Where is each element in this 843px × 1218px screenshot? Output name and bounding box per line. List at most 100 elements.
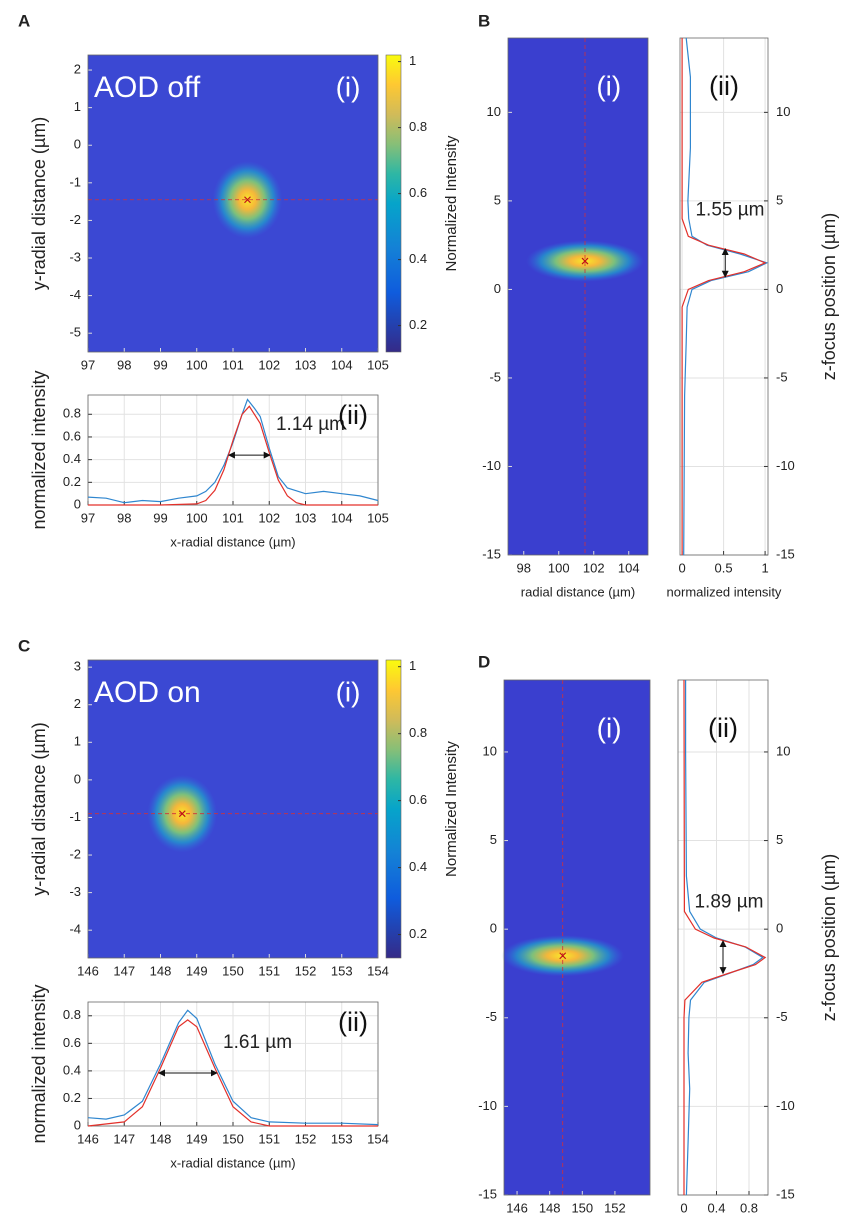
y-tick-label: 1 <box>74 734 81 749</box>
x-tick-label: 0 <box>678 560 685 575</box>
y-tick-label: 0.8 <box>63 1007 81 1022</box>
y-tick-label: -5 <box>489 369 501 384</box>
axes-frame <box>87 1001 379 1127</box>
x-tick-label: 147 <box>113 1131 135 1146</box>
y-tick-label: 10 <box>487 104 501 119</box>
y-axis-label: y-radial distance (µm) <box>29 117 49 290</box>
y-tick-label: 0 <box>490 921 497 936</box>
width-label: 1.55 µm <box>695 200 764 221</box>
y-tick-label: 0 <box>74 771 81 786</box>
y-tick-label: -5 <box>69 325 81 340</box>
axes-frame <box>503 679 651 1196</box>
x-tick-label: 97 <box>81 510 95 525</box>
x-tick-label: 104 <box>618 560 640 575</box>
x-tick-label: 151 <box>258 963 280 978</box>
x-tick-label: 148 <box>150 963 172 978</box>
y-tick-label: 0 <box>776 281 783 296</box>
y-tick-label: 5 <box>494 192 501 207</box>
x-tick-label: 148 <box>150 1131 172 1146</box>
x-tick-label: 154 <box>367 963 389 978</box>
y-tick-label: -15 <box>776 1186 795 1201</box>
colorbar-tick-label: 1 <box>409 658 416 673</box>
y-tick-label: 0.2 <box>63 1090 81 1105</box>
x-tick-label: 102 <box>583 560 605 575</box>
profile-line <box>87 1019 378 1127</box>
y-tick-label: -10 <box>478 1098 497 1113</box>
y-tick-label: -4 <box>69 922 81 937</box>
y-tick-label: 5 <box>776 192 783 207</box>
condition-label: AOD on <box>94 676 201 709</box>
colorbar-tick-label: 0.8 <box>409 119 427 134</box>
colorbar-tick-label: 0.6 <box>409 185 427 200</box>
panel-letter: B <box>478 11 490 30</box>
y-tick-label: -15 <box>478 1186 497 1201</box>
x-tick-label: 149 <box>186 1131 208 1146</box>
axes-frame <box>507 37 649 556</box>
y-tick-label: 0.8 <box>63 406 81 421</box>
colorbar <box>385 54 402 353</box>
x-tick-label: 101 <box>222 357 244 372</box>
colorbar-tick-label: 0.4 <box>409 251 427 266</box>
width-label: 1.89 µm <box>694 892 763 913</box>
heatmap-background <box>508 38 648 555</box>
x-tick-label: 146 <box>77 963 99 978</box>
x-tick-label: 100 <box>186 510 208 525</box>
y-tick-label: 1 <box>74 99 81 114</box>
axes-frame <box>677 679 769 1196</box>
x-tick-label: 104 <box>331 357 353 372</box>
y-tick-label: -2 <box>69 212 81 227</box>
x-tick-label: 99 <box>153 357 167 372</box>
subpanel-label: (i) <box>336 676 361 707</box>
y-axis-label: y-radial distance (µm) <box>29 722 49 895</box>
x-tick-label: 102 <box>258 357 280 372</box>
x-tick-label: 103 <box>295 357 317 372</box>
subpanel-label: (i) <box>596 70 621 101</box>
x-tick-label: 105 <box>367 357 389 372</box>
y-tick-label: 0.6 <box>63 428 81 443</box>
axes-frame <box>87 394 379 506</box>
subpanel-label: (ii) <box>709 71 739 101</box>
y-tick-label: 5 <box>490 832 497 847</box>
y-tick-label: 3 <box>74 659 81 674</box>
colorbar-label: Normalized Intensity <box>443 135 460 271</box>
x-tick-label: 97 <box>81 357 95 372</box>
y-tick-label: 5 <box>776 832 783 847</box>
y-tick-label: 10 <box>776 743 790 758</box>
x-tick-label: 98 <box>117 357 131 372</box>
colorbar <box>385 659 402 959</box>
x-tick-label: 1 <box>761 560 768 575</box>
heatmap-background <box>88 660 378 958</box>
x-tick-label: 146 <box>506 1200 528 1215</box>
x-tick-label: 152 <box>295 963 317 978</box>
x-tick-label: 100 <box>548 560 570 575</box>
panel-letter: D <box>478 652 490 671</box>
y-axis-label: normalized intensity <box>29 370 49 529</box>
colorbar-tick-label: 1 <box>409 53 416 68</box>
y-tick-label: -15 <box>482 546 501 561</box>
y-tick-label: -2 <box>69 846 81 861</box>
x-axis-label: radial distance (µm) <box>521 584 635 599</box>
colorbar-tick-label: 0.2 <box>409 317 427 332</box>
x-tick-label: 0.4 <box>707 1200 725 1215</box>
y-tick-label: -5 <box>485 1009 497 1024</box>
axes-frame <box>87 54 379 353</box>
x-tick-label: 98 <box>117 510 131 525</box>
subpanel-label: (i) <box>336 71 361 102</box>
x-tick-label: 101 <box>222 510 244 525</box>
x-tick-label: 104 <box>331 510 353 525</box>
peak-marker <box>244 196 251 204</box>
y-tick-label: 0.2 <box>63 474 81 489</box>
y-tick-label: -5 <box>776 369 788 384</box>
colorbar-label: Normalized Intensity <box>443 741 460 877</box>
panel-letter: A <box>18 11 30 30</box>
x-tick-label: 0.5 <box>715 560 733 575</box>
x-tick-label: 153 <box>331 963 353 978</box>
x-tick-label: 102 <box>258 510 280 525</box>
x-tick-label: 150 <box>222 963 244 978</box>
y-tick-label: 0 <box>74 1117 81 1132</box>
y-tick-label: 0 <box>776 921 783 936</box>
x-tick-label: 149 <box>186 963 208 978</box>
subpanel-label: (ii) <box>708 713 738 743</box>
peak-marker <box>559 952 567 960</box>
x-tick-label: 105 <box>367 510 389 525</box>
